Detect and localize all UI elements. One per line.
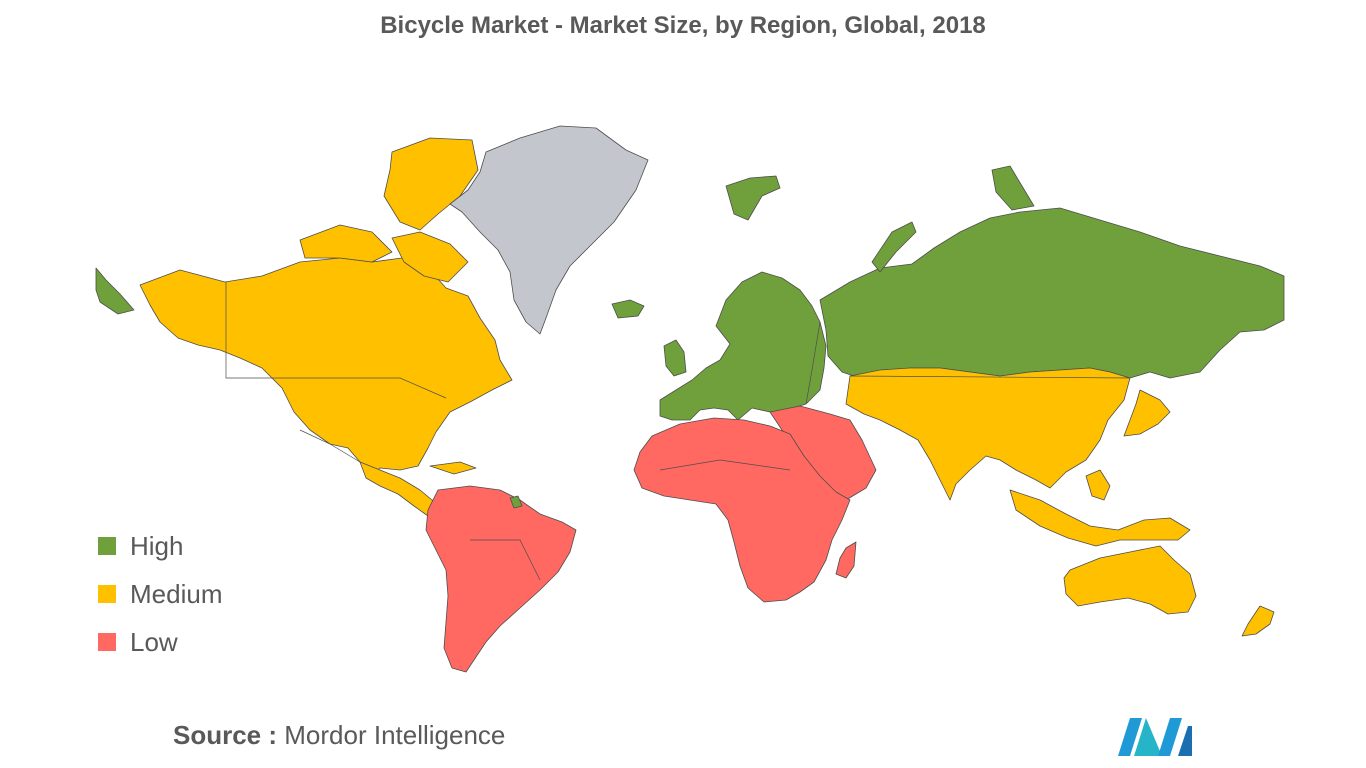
source-line: Source : Mordor Intelligence: [173, 720, 505, 751]
region-madagascar: [835, 541, 857, 579]
region-french-guiana: [509, 495, 523, 509]
region-japan: [1123, 389, 1171, 437]
legend-item-medium: Medium: [98, 570, 222, 618]
region-north-america: [139, 257, 513, 477]
source-name: Mordor Intelligence: [284, 720, 506, 750]
legend-label-medium: Medium: [130, 578, 223, 609]
legend-swatch-low: [98, 633, 116, 651]
border-sahara: [659, 459, 791, 471]
legend-swatch-medium: [98, 585, 116, 603]
border-europe-russia: [805, 321, 821, 405]
region-southeast-asia: [1009, 489, 1191, 547]
border-us-canada: [225, 282, 447, 399]
region-australia: [1063, 545, 1197, 615]
region-philippines: [1085, 469, 1111, 501]
region-greenland: [449, 125, 649, 335]
region-baffin-island: [391, 231, 469, 283]
region-svalbard: [725, 175, 781, 221]
region-arctic-archipelago: [383, 137, 479, 231]
region-cuba: [429, 461, 477, 475]
region-new-zealand: [1241, 605, 1275, 637]
region-africa: [633, 417, 851, 603]
legend-swatch-high: [98, 537, 116, 555]
border-us-mexico: [299, 429, 361, 463]
region-asia: [845, 367, 1131, 501]
source-prefix: Source :: [173, 720, 278, 750]
legend-label-high: High: [130, 530, 184, 561]
border-brazil: [470, 539, 541, 581]
border-asia-russia: [849, 375, 1131, 379]
region-uk: [663, 339, 687, 377]
legend-item-low: Low: [98, 618, 222, 666]
chart-title: Bicycle Market - Market Size, by Region,…: [380, 12, 986, 39]
region-russia: [819, 207, 1285, 379]
legend-label-low: Low: [130, 626, 178, 657]
legend-item-high: High: [98, 522, 222, 570]
region-alaska-west-tip: [95, 267, 135, 315]
region-canada-north-islands: [299, 224, 393, 263]
region-novaya-zemlya: [871, 221, 917, 273]
region-south-america: [425, 485, 577, 673]
mordor-intelligence-logo: [1118, 718, 1192, 756]
region-iceland: [611, 299, 645, 319]
legend: High Medium Low: [98, 522, 222, 666]
region-europe: [659, 271, 827, 421]
region-franz-josef: [991, 165, 1035, 211]
